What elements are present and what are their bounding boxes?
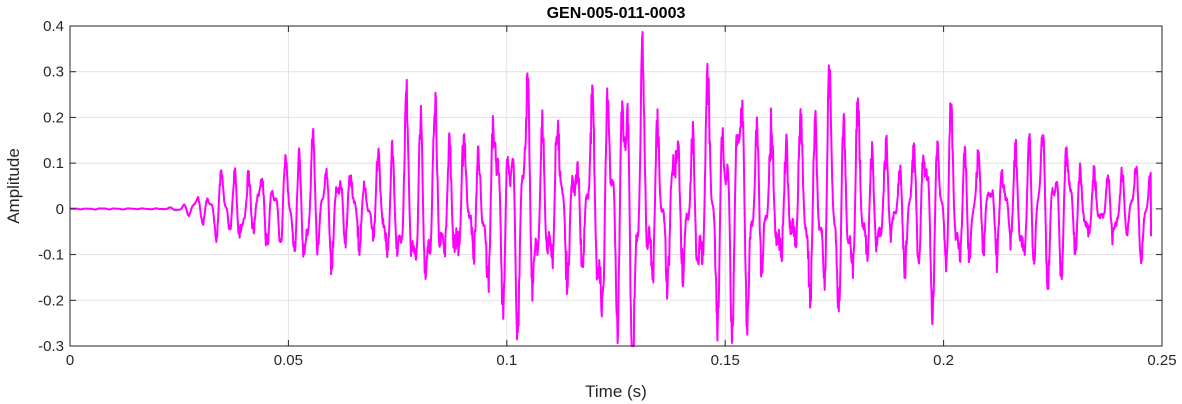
signal-series [69, 31, 1153, 347]
chart-title: GEN-005-011-0003 [547, 5, 686, 22]
y-tick-label: -0.1 [38, 247, 64, 264]
plot-frame [69, 25, 1163, 347]
x-tick-label: 0.2 [933, 352, 954, 369]
x-tick-label: 0.1 [496, 352, 517, 369]
x-tick-label: 0.25 [1147, 352, 1176, 369]
y-tick-label: 0.4 [43, 18, 64, 35]
x-tick-label: 0 [66, 352, 74, 369]
x-axis-label: Time (s) [585, 382, 647, 401]
signal-line [69, 31, 1153, 347]
y-tick-labels: -0.3 -0.2 -0.1 0 0.1 0.2 0.3 0.4 [38, 18, 64, 355]
y-tick-label: 0.2 [43, 109, 64, 126]
y-tick-label: -0.2 [38, 292, 64, 309]
y-tick-label: 0 [56, 201, 64, 218]
y-tick-label: 0.3 [43, 64, 64, 81]
y-tick-label: -0.3 [38, 338, 64, 355]
axis-ticks [69, 25, 1163, 347]
x-tick-labels: 0 0.05 0.1 0.15 0.2 0.25 [66, 352, 1177, 369]
x-tick-label: 0.05 [274, 352, 303, 369]
x-tick-label: 0.15 [711, 352, 740, 369]
y-axis-label: Amplitude [4, 148, 23, 224]
y-tick-label: 0.1 [43, 155, 64, 172]
